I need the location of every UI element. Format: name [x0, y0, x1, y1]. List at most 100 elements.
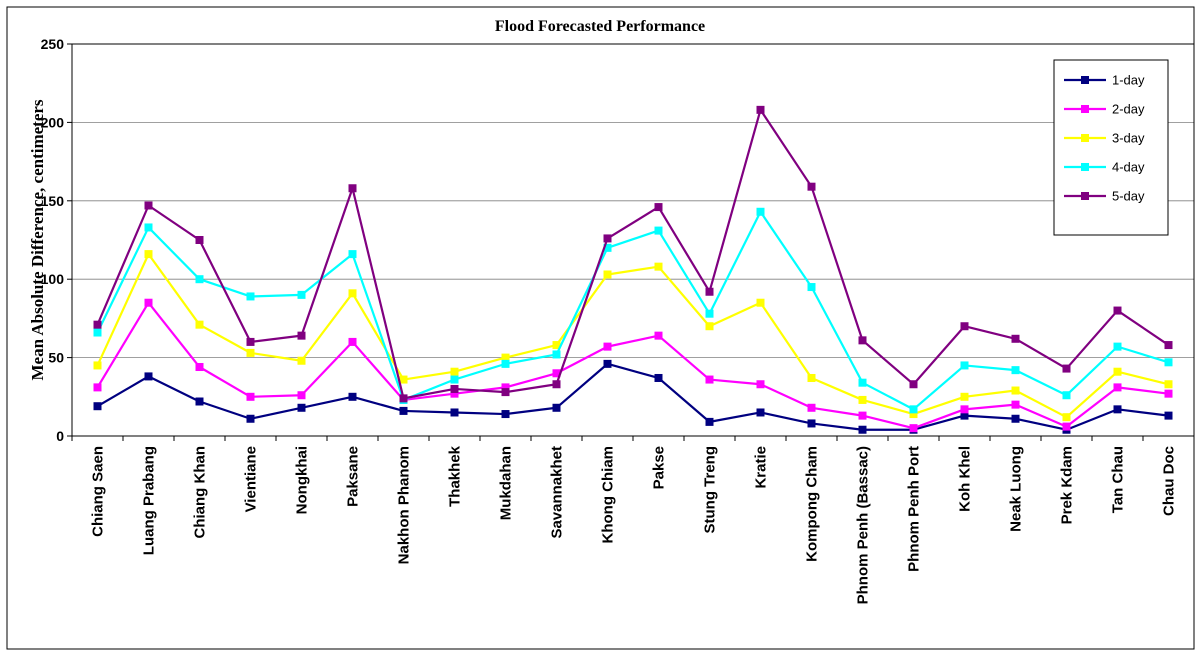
- data-point: [1164, 389, 1173, 398]
- data-point: [144, 372, 153, 381]
- data-point: [603, 243, 612, 252]
- data-point: [1164, 358, 1173, 367]
- data-point: [603, 234, 612, 243]
- chart-title: Flood Forecasted Performance: [495, 18, 705, 35]
- data-point: [246, 348, 255, 357]
- data-point: [909, 410, 918, 419]
- y-axis-ticks: 0 50 100 150 200 250: [41, 36, 72, 444]
- data-point: [501, 388, 510, 397]
- data-point: [195, 363, 204, 372]
- data-point: [705, 375, 714, 384]
- data-point: [603, 342, 612, 351]
- data-point: [1113, 306, 1122, 315]
- x-tick-label: Kratie: [753, 446, 770, 489]
- series-line: [96, 253, 1169, 419]
- x-tick-label: Tan Chau: [1110, 446, 1127, 513]
- series-1-day: [93, 359, 1173, 434]
- legend-box: [1053, 59, 1169, 236]
- data-point: [297, 391, 306, 400]
- y-tick-label: 100: [41, 271, 65, 287]
- data-point: [348, 289, 357, 298]
- data-point: [705, 309, 714, 318]
- data-point: [807, 373, 816, 382]
- x-tick-label: Phnom Penh Port: [906, 446, 923, 572]
- data-point: [654, 262, 663, 271]
- data-point: [1113, 383, 1122, 392]
- data-point: [93, 402, 102, 411]
- legend-swatch-marker: [1081, 105, 1089, 113]
- data-point: [858, 411, 867, 420]
- legend-label: 1-day: [1112, 73, 1145, 88]
- data-point: [909, 405, 918, 414]
- x-tick-label: Chiang Khan: [192, 446, 209, 539]
- data-point: [756, 105, 765, 114]
- data-point: [195, 320, 204, 329]
- data-point: [348, 337, 357, 346]
- data-point: [246, 414, 255, 423]
- x-tick-label: Mukdahan: [498, 446, 515, 520]
- legend-label: 2-day: [1112, 102, 1145, 117]
- series-line: [96, 108, 1170, 400]
- y-tick-label: 50: [48, 350, 64, 366]
- series-line: [96, 362, 1169, 431]
- x-tick-label: Phnom Penh (Bassac): [855, 446, 872, 604]
- data-point: [195, 397, 204, 406]
- data-point: [450, 389, 459, 398]
- data-point: [552, 350, 561, 359]
- data-point: [1011, 366, 1020, 375]
- series-4-day: [93, 207, 1173, 414]
- data-point: [909, 380, 918, 389]
- data-point: [297, 290, 306, 299]
- data-point: [501, 383, 510, 392]
- data-point: [705, 322, 714, 331]
- x-tick-label: Chau Doc: [1161, 446, 1178, 516]
- x-tick-label: Paksane: [345, 446, 362, 507]
- y-tick-label: 150: [41, 193, 65, 209]
- data-point: [654, 373, 663, 382]
- data-point: [858, 336, 867, 345]
- data-point: [450, 384, 459, 393]
- data-point: [399, 394, 408, 403]
- legend-swatch-marker: [1081, 163, 1089, 171]
- data-point: [1011, 414, 1020, 423]
- data-point: [93, 361, 102, 370]
- data-point: [348, 250, 357, 259]
- data-point: [1062, 391, 1071, 400]
- data-point: [1062, 422, 1071, 431]
- data-point: [1113, 342, 1122, 351]
- x-tick-label: Khong Chiam: [600, 446, 617, 544]
- x-tick-label: Kompong Cham: [804, 446, 821, 562]
- x-tick-label: Chiang Saen: [90, 446, 107, 537]
- x-tick-label: Luang Prabang: [141, 446, 158, 555]
- data-point: [1062, 364, 1071, 373]
- data-point: [144, 201, 153, 210]
- legend-swatch-marker: [1081, 192, 1089, 200]
- data-point: [756, 380, 765, 389]
- y-tick-label: 0: [56, 428, 64, 444]
- data-point: [756, 298, 765, 307]
- x-tick-label: Pakse: [651, 446, 668, 489]
- series-line: [96, 301, 1169, 430]
- data-point: [144, 298, 153, 307]
- data-point: [654, 226, 663, 235]
- data-point: [960, 322, 969, 331]
- data-point: [960, 361, 969, 370]
- data-point: [1113, 367, 1122, 376]
- data-point: [1113, 405, 1122, 414]
- data-point: [399, 406, 408, 415]
- series: [93, 105, 1173, 434]
- data-point: [807, 419, 816, 428]
- data-point: [909, 424, 918, 433]
- data-point: [297, 331, 306, 340]
- x-tick-label: Vientiane: [243, 446, 260, 512]
- data-point: [501, 353, 510, 362]
- data-point: [297, 356, 306, 365]
- legend-label: 4-day: [1112, 160, 1145, 175]
- x-tick-label: Prek Kdam: [1059, 446, 1076, 524]
- legend-label: 5-day: [1112, 189, 1145, 204]
- data-point: [1062, 413, 1071, 422]
- series-2-day: [93, 298, 1173, 433]
- data-point: [603, 270, 612, 279]
